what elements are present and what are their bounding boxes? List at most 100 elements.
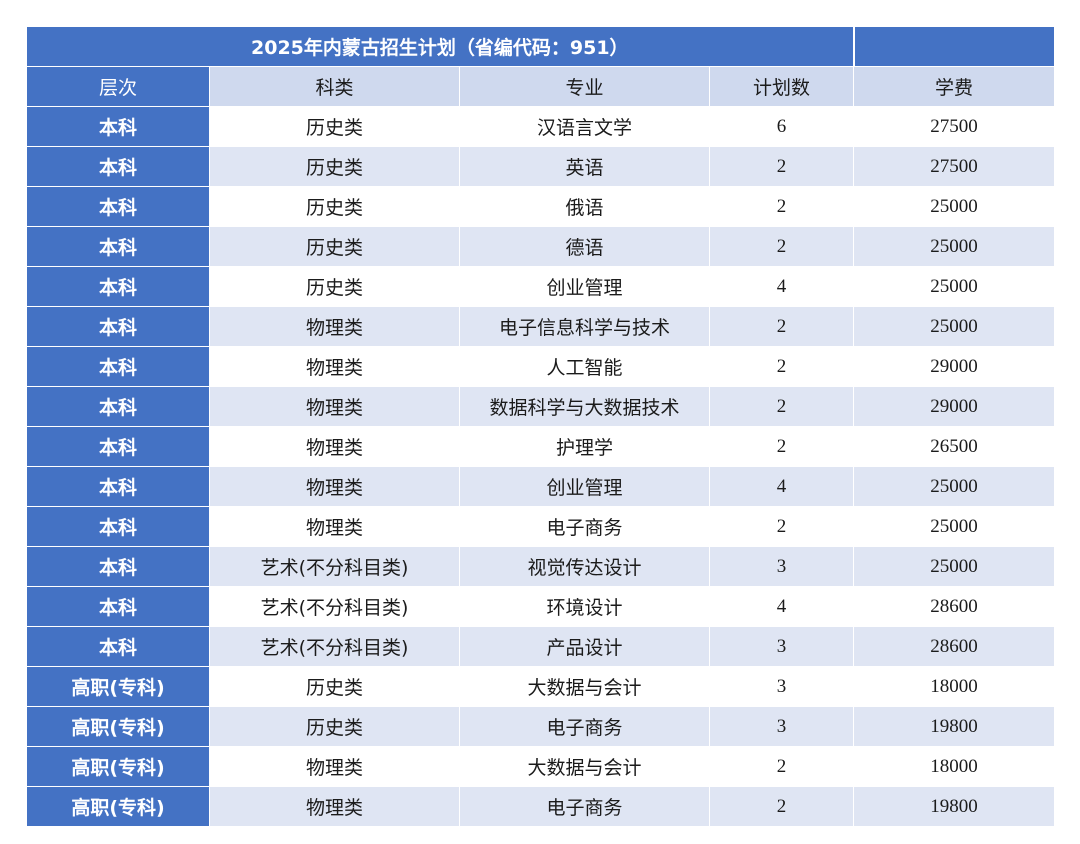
cell-major: 大数据与会计 — [459, 666, 710, 707]
table-title-blank-cell — [852, 26, 1056, 67]
cell-plan-count: 3 — [708, 706, 855, 747]
column-header-tuition: 学费 — [853, 66, 1056, 107]
cell-major: 创业管理 — [459, 466, 710, 507]
cell-category: 物理类 — [209, 306, 460, 347]
cell-level: 高职(专科) — [26, 786, 210, 827]
cell-plan-count: 2 — [708, 506, 855, 547]
table-row: 本科 历史类 英语 2 27500 — [26, 146, 1056, 187]
table-row: 本科 历史类 俄语 2 25000 — [26, 186, 1056, 227]
table-row: 本科 物理类 电子信息科学与技术 2 25000 — [26, 306, 1056, 347]
cell-category: 历史类 — [209, 146, 460, 187]
cell-plan-count: 2 — [708, 386, 855, 427]
table-row: 本科 艺术(不分科目类) 产品设计 3 28600 — [26, 626, 1056, 667]
cell-plan-count: 3 — [708, 546, 855, 587]
table-header-row: 层次 科类 专业 计划数 学费 — [26, 66, 1056, 107]
table-row: 本科 历史类 创业管理 4 25000 — [26, 266, 1056, 307]
cell-category: 物理类 — [209, 746, 460, 787]
cell-major: 产品设计 — [459, 626, 710, 667]
cell-level: 本科 — [26, 146, 210, 187]
cell-category: 历史类 — [209, 186, 460, 227]
cell-major: 德语 — [459, 226, 710, 267]
enrollment-table-container: 2025年内蒙古招生计划（省编代码：951） 层次 科类 专业 计划数 学费 本… — [25, 26, 1056, 827]
cell-major: 电子商务 — [459, 786, 710, 827]
cell-major: 护理学 — [459, 426, 710, 467]
table-title: 2025年内蒙古招生计划（省编代码：951） — [25, 26, 855, 67]
cell-level: 高职(专科) — [26, 746, 210, 787]
table-row: 本科 历史类 德语 2 25000 — [26, 226, 1056, 267]
cell-tuition: 28600 — [853, 586, 1056, 627]
cell-tuition: 25000 — [853, 546, 1056, 587]
cell-plan-count: 4 — [708, 266, 855, 307]
cell-tuition: 28600 — [853, 626, 1056, 667]
cell-level: 本科 — [26, 386, 210, 427]
table-row: 本科 历史类 汉语言文学 6 27500 — [26, 106, 1056, 147]
cell-tuition: 18000 — [853, 666, 1056, 707]
cell-major: 英语 — [459, 146, 710, 187]
cell-category: 历史类 — [209, 106, 460, 147]
cell-level: 本科 — [26, 266, 210, 307]
cell-tuition: 25000 — [853, 186, 1056, 227]
cell-major: 俄语 — [459, 186, 710, 227]
cell-tuition: 26500 — [853, 426, 1056, 467]
cell-level: 本科 — [26, 306, 210, 347]
table-row: 本科 物理类 数据科学与大数据技术 2 29000 — [26, 386, 1056, 427]
enrollment-plan-table: 2025年内蒙古招生计划（省编代码：951） 层次 科类 专业 计划数 学费 本… — [25, 26, 1056, 827]
cell-major: 数据科学与大数据技术 — [459, 386, 710, 427]
cell-category: 艺术(不分科目类) — [209, 586, 460, 627]
table-row: 高职(专科) 历史类 电子商务 3 19800 — [26, 706, 1056, 747]
cell-level: 本科 — [26, 186, 210, 227]
table-row: 本科 物理类 人工智能 2 29000 — [26, 346, 1056, 387]
cell-major: 汉语言文学 — [459, 106, 710, 147]
table-row: 本科 物理类 电子商务 2 25000 — [26, 506, 1056, 547]
cell-category: 艺术(不分科目类) — [209, 546, 460, 587]
table-row: 高职(专科) 物理类 电子商务 2 19800 — [26, 786, 1056, 827]
table-row: 高职(专科) 历史类 大数据与会计 3 18000 — [26, 666, 1056, 707]
cell-plan-count: 2 — [708, 346, 855, 387]
cell-level: 高职(专科) — [26, 706, 210, 747]
cell-tuition: 25000 — [853, 506, 1056, 547]
cell-category: 物理类 — [209, 346, 460, 387]
cell-plan-count: 6 — [708, 106, 855, 147]
cell-category: 物理类 — [209, 786, 460, 827]
cell-category: 艺术(不分科目类) — [209, 626, 460, 667]
cell-tuition: 29000 — [853, 346, 1056, 387]
cell-category: 物理类 — [209, 386, 460, 427]
cell-plan-count: 3 — [708, 626, 855, 667]
cell-tuition: 29000 — [853, 386, 1056, 427]
cell-plan-count: 4 — [708, 586, 855, 627]
cell-plan-count: 2 — [708, 186, 855, 227]
cell-level: 本科 — [26, 106, 210, 147]
cell-level: 本科 — [26, 586, 210, 627]
cell-category: 历史类 — [209, 666, 460, 707]
cell-major: 环境设计 — [459, 586, 710, 627]
cell-tuition: 27500 — [853, 106, 1056, 147]
cell-category: 历史类 — [209, 706, 460, 747]
table-row: 高职(专科) 物理类 大数据与会计 2 18000 — [26, 746, 1056, 787]
cell-tuition: 25000 — [853, 306, 1056, 347]
cell-plan-count: 2 — [708, 746, 855, 787]
cell-category: 历史类 — [209, 266, 460, 307]
cell-major: 电子信息科学与技术 — [459, 306, 710, 347]
cell-major: 电子商务 — [459, 506, 710, 547]
cell-plan-count: 4 — [708, 466, 855, 507]
cell-level: 本科 — [26, 546, 210, 587]
cell-major: 创业管理 — [459, 266, 710, 307]
cell-category: 物理类 — [209, 506, 460, 547]
cell-level: 高职(专科) — [26, 666, 210, 707]
cell-level: 本科 — [26, 346, 210, 387]
cell-tuition: 19800 — [853, 786, 1056, 827]
cell-level: 本科 — [26, 426, 210, 467]
cell-plan-count: 3 — [708, 666, 855, 707]
cell-level: 本科 — [26, 506, 210, 547]
cell-level: 本科 — [26, 466, 210, 507]
column-header-major: 专业 — [459, 66, 710, 107]
table-row: 本科 艺术(不分科目类) 环境设计 4 28600 — [26, 586, 1056, 627]
cell-plan-count: 2 — [708, 786, 855, 827]
column-header-category: 科类 — [209, 66, 460, 107]
cell-category: 历史类 — [209, 226, 460, 267]
cell-tuition: 27500 — [853, 146, 1056, 187]
cell-major: 人工智能 — [459, 346, 710, 387]
table-title-row: 2025年内蒙古招生计划（省编代码：951） — [25, 26, 1056, 67]
cell-tuition: 25000 — [853, 226, 1056, 267]
cell-level: 本科 — [26, 626, 210, 667]
